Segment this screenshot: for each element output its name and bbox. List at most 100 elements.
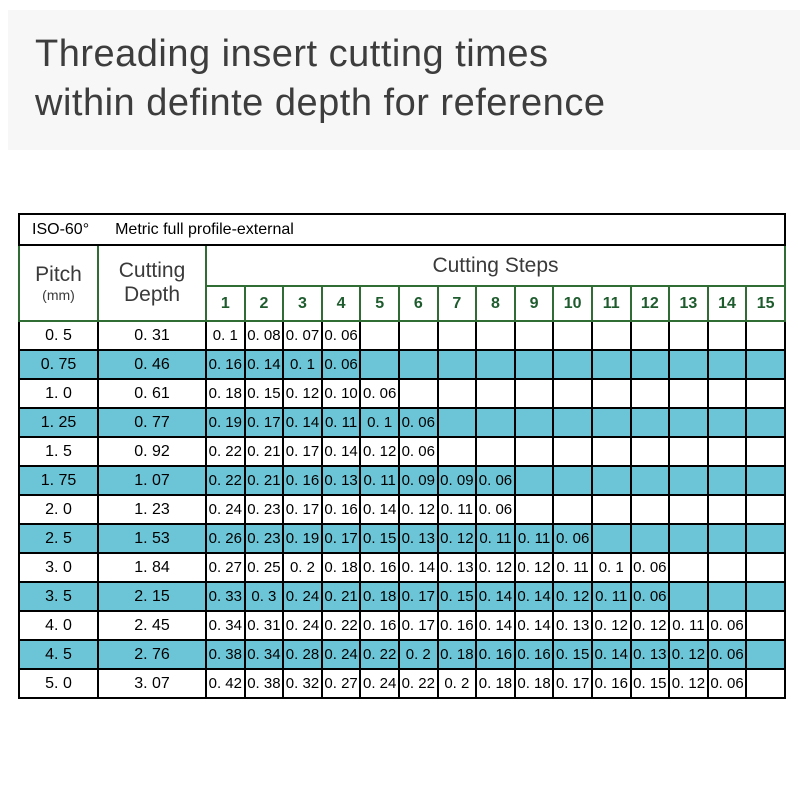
empty-step-cell (668, 494, 709, 525)
step-time-cell: 0. 27 (320, 668, 362, 699)
empty-step-cell (359, 349, 400, 380)
step-time-cell: 0. 06 (552, 523, 593, 554)
table-body: 0. 5 0. 31 0. 1 0. 08 0. 07 0. 06 0. 75 0. 46 0.… (18, 320, 786, 699)
step-time-cell: 0. 06 (629, 552, 671, 583)
empty-step-cell (745, 610, 786, 641)
step-time-cell: 0. 14 (475, 610, 516, 641)
empty-step-cell (629, 349, 671, 380)
empty-step-cell (668, 465, 709, 496)
step-time-cell: 0. 16 (205, 349, 246, 380)
step-time-cell: 0. 15 (243, 378, 285, 409)
empty-step-cell (629, 436, 671, 467)
empty-step-cell (706, 436, 748, 467)
empty-step-cell (513, 465, 555, 496)
step-time-cell: 0. 17 (320, 523, 362, 554)
step-time-cell: 0. 14 (397, 552, 439, 583)
page-title-line-2: within definte depth for reference (35, 82, 606, 124)
empty-step-cell (745, 436, 786, 467)
step-time-cell: 0. 11 (552, 552, 593, 583)
step-time-cell: 0. 12 (282, 378, 323, 409)
step-time-cell: 0. 17 (397, 610, 439, 641)
step-time-cell: 0. 18 (320, 552, 362, 583)
step-time-cell: 0. 06 (706, 668, 748, 699)
step-time-cell: 0. 16 (475, 639, 516, 670)
step-time-cell: 0. 1 (282, 349, 323, 380)
col-header-cutting-depth: Cutting Depth (97, 244, 207, 322)
step-time-cell: 0. 32 (282, 668, 323, 699)
column-header-row: Pitch (mm) Cutting Depth Cutting Steps (18, 244, 786, 322)
empty-step-cell (590, 349, 632, 380)
table-row: 1. 5 0. 92 0. 22 0. 21 0. 17 0. 14 0. 12 0. 06 (18, 436, 786, 467)
empty-step-cell (745, 349, 786, 380)
step-time-cell: 0. 07 (282, 320, 323, 351)
pitch-cell: 1. 5 (18, 436, 99, 467)
empty-step-cell (629, 378, 671, 409)
empty-step-cell (706, 378, 748, 409)
step-time-cell: 0. 13 (629, 639, 671, 670)
depth-cell: 0. 61 (97, 378, 207, 409)
step-time-cell: 0. 24 (320, 639, 362, 670)
step-time-cell: 0. 11 (513, 523, 555, 554)
empty-step-cell (475, 349, 516, 380)
step-time-cell: 0. 15 (436, 581, 478, 612)
step-time-cell: 0. 10 (320, 378, 362, 409)
empty-step-cell (436, 436, 478, 467)
empty-step-cell (706, 465, 748, 496)
step-time-cell: 0. 14 (282, 407, 323, 438)
step-time-cell: 0. 18 (475, 668, 516, 699)
empty-step-cell (397, 349, 439, 380)
empty-step-cell (668, 378, 709, 409)
step-time-cell: 0. 06 (320, 320, 362, 351)
step-time-cell: 0. 13 (552, 610, 593, 641)
depth-cell: 0. 31 (97, 320, 207, 351)
step-time-cell: 0. 06 (706, 610, 748, 641)
depth-cell: 3. 07 (97, 668, 207, 699)
empty-step-cell (552, 349, 593, 380)
table-header: ISO-60° Metric full profile-external Pitc… (18, 213, 786, 322)
empty-step-cell (359, 320, 400, 351)
step-time-cell: 0. 14 (359, 494, 400, 525)
step-time-cell: 0. 17 (243, 407, 285, 438)
empty-step-cell (629, 523, 671, 554)
pitch-cell: 4. 0 (18, 610, 99, 641)
step-time-cell: 0. 21 (320, 581, 362, 612)
empty-step-cell (513, 349, 555, 380)
step-col-header: 12 (629, 285, 671, 322)
depth-cell: 1. 07 (97, 465, 207, 496)
pitch-cell: 5. 0 (18, 668, 99, 699)
step-time-cell: 0. 11 (668, 610, 709, 641)
step-time-cell: 0. 2 (282, 552, 323, 583)
depth-cell: 0. 77 (97, 407, 207, 438)
empty-step-cell (397, 320, 439, 351)
step-time-cell: 0. 11 (590, 581, 632, 612)
depth-cell: 2. 45 (97, 610, 207, 641)
step-time-cell: 0. 12 (590, 610, 632, 641)
step-col-header: 10 (552, 285, 593, 322)
step-time-cell: 0. 42 (205, 668, 246, 699)
step-time-cell: 0. 27 (205, 552, 246, 583)
step-time-cell: 0. 24 (282, 610, 323, 641)
empty-step-cell (590, 494, 632, 525)
pitch-cell: 2. 0 (18, 494, 99, 525)
step-time-cell: 0. 14 (320, 436, 362, 467)
empty-step-cell (745, 668, 786, 699)
step-time-cell: 0. 13 (436, 552, 478, 583)
step-time-cell: 0. 38 (205, 639, 246, 670)
empty-step-cell (668, 320, 709, 351)
table-row: 5. 0 3. 07 0. 42 0. 38 0. 32 0. 27 0. 24 0. 22 0… (18, 668, 786, 699)
table-caption-cell: ISO-60° Metric full profile-external (18, 213, 786, 246)
step-time-cell: 0. 11 (359, 465, 400, 496)
step-time-cell: 0. 16 (359, 552, 400, 583)
step-time-cell: 0. 06 (359, 378, 400, 409)
step-time-cell: 0. 12 (475, 552, 516, 583)
empty-step-cell (475, 436, 516, 467)
empty-step-cell (436, 349, 478, 380)
step-col-header: 7 (436, 285, 478, 322)
step-time-cell: 0. 38 (243, 668, 285, 699)
step-time-cell: 0. 19 (282, 523, 323, 554)
step-time-cell: 0. 26 (205, 523, 246, 554)
empty-step-cell (552, 407, 593, 438)
empty-step-cell (397, 378, 439, 409)
depth-cell: 1. 84 (97, 552, 207, 583)
step-time-cell: 0. 1 (590, 552, 632, 583)
